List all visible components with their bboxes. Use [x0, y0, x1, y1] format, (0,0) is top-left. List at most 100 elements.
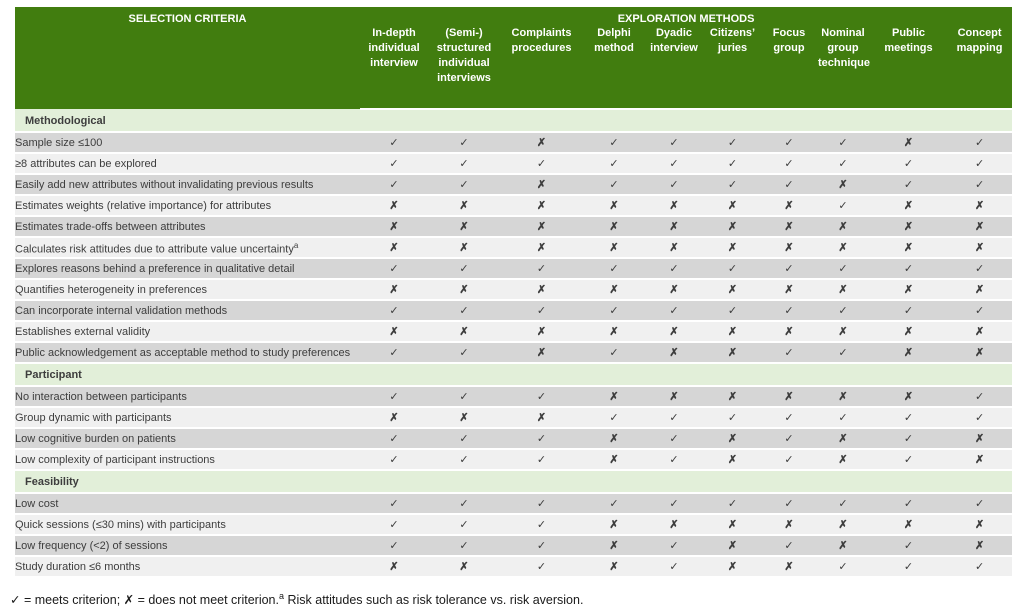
table-row: Group dynamic with participants ✗ ✗ ✗ ✓ ✓ ✓ ✓ ✓ ✓… [15, 407, 1013, 429]
cross-mark: ✗ [816, 428, 870, 450]
criterion-label: Study duration ≤6 months [15, 556, 360, 578]
check-mark: ✓ [360, 342, 428, 364]
criterion-label: Establishes external validity [15, 321, 360, 343]
cross-mark: ✗ [762, 279, 816, 301]
criterion-label: Can incorporate internal validation meth… [15, 300, 360, 322]
check-mark: ✓ [428, 300, 500, 322]
cross-mark: ✗ [762, 556, 816, 578]
cross-mark: ✗ [583, 428, 645, 450]
check-mark: ✓ [870, 493, 947, 515]
check-mark: ✓ [645, 300, 703, 322]
cross-mark: ✗ [703, 195, 762, 217]
criterion-label: Public acknowledgement as acceptable met… [15, 342, 360, 364]
check-mark: ✓ [870, 153, 947, 175]
cross-mark: ✗ [428, 279, 500, 301]
cross-mark: ✗ [500, 195, 583, 217]
column-header-citizens-juries: Citizens’ juries [703, 25, 762, 110]
cross-mark: ✗ [645, 342, 703, 364]
cross-mark: ✗ [816, 535, 870, 557]
cross-mark: ✗ [870, 132, 947, 154]
cross-mark: ✗ [947, 216, 1013, 238]
criterion-label: Explores reasons behind a preference in … [15, 258, 360, 280]
cross-mark: ✗ [703, 386, 762, 408]
check-mark: ✓ [870, 449, 947, 471]
check-mark: ✓ [360, 428, 428, 450]
check-mark: ✓ [645, 174, 703, 196]
table-header: SELECTION CRITERIA EXPLORATION METHODS I… [15, 7, 1013, 110]
cross-mark: ✗ [816, 174, 870, 196]
column-header-public-meetings: Public meetings [870, 25, 947, 110]
check-mark: ✓ [816, 132, 870, 154]
cross-mark: ✗ [428, 195, 500, 217]
check-mark: ✓ [645, 153, 703, 175]
cross-mark: ✗ [703, 279, 762, 301]
cross-mark: ✗ [703, 535, 762, 557]
check-mark: ✓ [816, 493, 870, 515]
table-row: Quantifies heterogeneity in preferences ✗… [15, 279, 1013, 301]
cross-mark: ✗ [428, 237, 500, 259]
footnote-note: Risk attitudes such as risk tolerance vs… [287, 593, 584, 608]
check-mark: ✓ [816, 407, 870, 429]
cross-mark: ✗ [583, 237, 645, 259]
check-mark: ✓ [360, 258, 428, 280]
exploration-methods-header: EXPLORATION METHODS [360, 7, 1013, 25]
check-mark: ✓ [947, 132, 1013, 154]
check-mark: ✓ [428, 428, 500, 450]
check-mark: ✓ [703, 174, 762, 196]
check-mark: ✓ [703, 132, 762, 154]
check-mark: ✓ [870, 174, 947, 196]
column-header-nominal-group-technique: Nominal group technique [816, 25, 870, 110]
check-mark: ✓ [645, 449, 703, 471]
check-mark: ✓ [703, 407, 762, 429]
cross-mark: ✗ [500, 237, 583, 259]
cross-mark: ✗ [870, 386, 947, 408]
criterion-label: Low frequency (<2) of sessions [15, 535, 360, 557]
cross-mark: ✗ [947, 195, 1013, 217]
check-mark: ✓ [500, 514, 583, 536]
cross-mark: ✗ [500, 132, 583, 154]
criterion-superscript: a [293, 240, 299, 250]
check-mark: ✓ [428, 174, 500, 196]
cross-mark: ✗ [947, 237, 1013, 259]
check-mark: ✓ [816, 300, 870, 322]
table-row: Public acknowledgement as acceptable met… [15, 342, 1013, 364]
check-mark: ✓ [583, 493, 645, 515]
criterion-label: Easily add new attributes without invali… [15, 174, 360, 196]
table-row: Low complexity of participant instructio… [15, 449, 1013, 471]
check-mark: ✓ [870, 428, 947, 450]
check-mark: ✓ [428, 258, 500, 280]
cross-mark: ✗ [870, 342, 947, 364]
cross-mark: ✗ [870, 195, 947, 217]
check-mark: ✓ [947, 153, 1013, 175]
check-mark: ✓ [583, 132, 645, 154]
cross-mark: ✗ [500, 216, 583, 238]
legend-text: ✓ = meets criterion; ✗ = does not meet c… [10, 593, 279, 608]
selection-criteria-header: SELECTION CRITERIA [15, 7, 360, 109]
criterion-label: No interaction between participants [15, 386, 360, 408]
check-mark: ✓ [816, 195, 870, 217]
check-mark: ✓ [360, 493, 428, 515]
table-row: Low frequency (<2) of sessions ✓ ✓ ✓ ✗ ✓ ✗ ✓ ✗ ✓ ✗ [15, 535, 1013, 557]
check-mark: ✓ [360, 514, 428, 536]
column-header-dyadic-interview: Dyadic interview [645, 25, 703, 110]
column-header-focus-group: Focus group [762, 25, 816, 110]
cross-mark: ✗ [703, 449, 762, 471]
cross-mark: ✗ [762, 195, 816, 217]
criterion-label: Estimates trade-offs between attributes [15, 216, 360, 238]
column-header-in-depth-individual-interview: In-depth individual interview [360, 25, 428, 110]
check-mark: ✓ [870, 407, 947, 429]
check-mark: ✓ [947, 407, 1013, 429]
section-header-row: Methodological [15, 109, 1013, 133]
cross-mark: ✗ [762, 514, 816, 536]
table-row: Sample size ≤100 ✓ ✓ ✗ ✓ ✓ ✓ ✓ ✓ ✗ ✓ [15, 132, 1013, 154]
check-mark: ✓ [816, 258, 870, 280]
cross-mark: ✗ [428, 407, 500, 429]
cross-mark: ✗ [645, 514, 703, 536]
check-mark: ✓ [360, 535, 428, 557]
cross-mark: ✗ [762, 321, 816, 343]
check-mark: ✓ [870, 556, 947, 578]
table-row: Explores reasons behind a preference in … [15, 258, 1013, 280]
check-mark: ✓ [947, 258, 1013, 280]
table-row: Easily add new attributes without invali… [15, 174, 1013, 196]
column-header-complaints-procedures: Complaints procedures [500, 25, 583, 110]
